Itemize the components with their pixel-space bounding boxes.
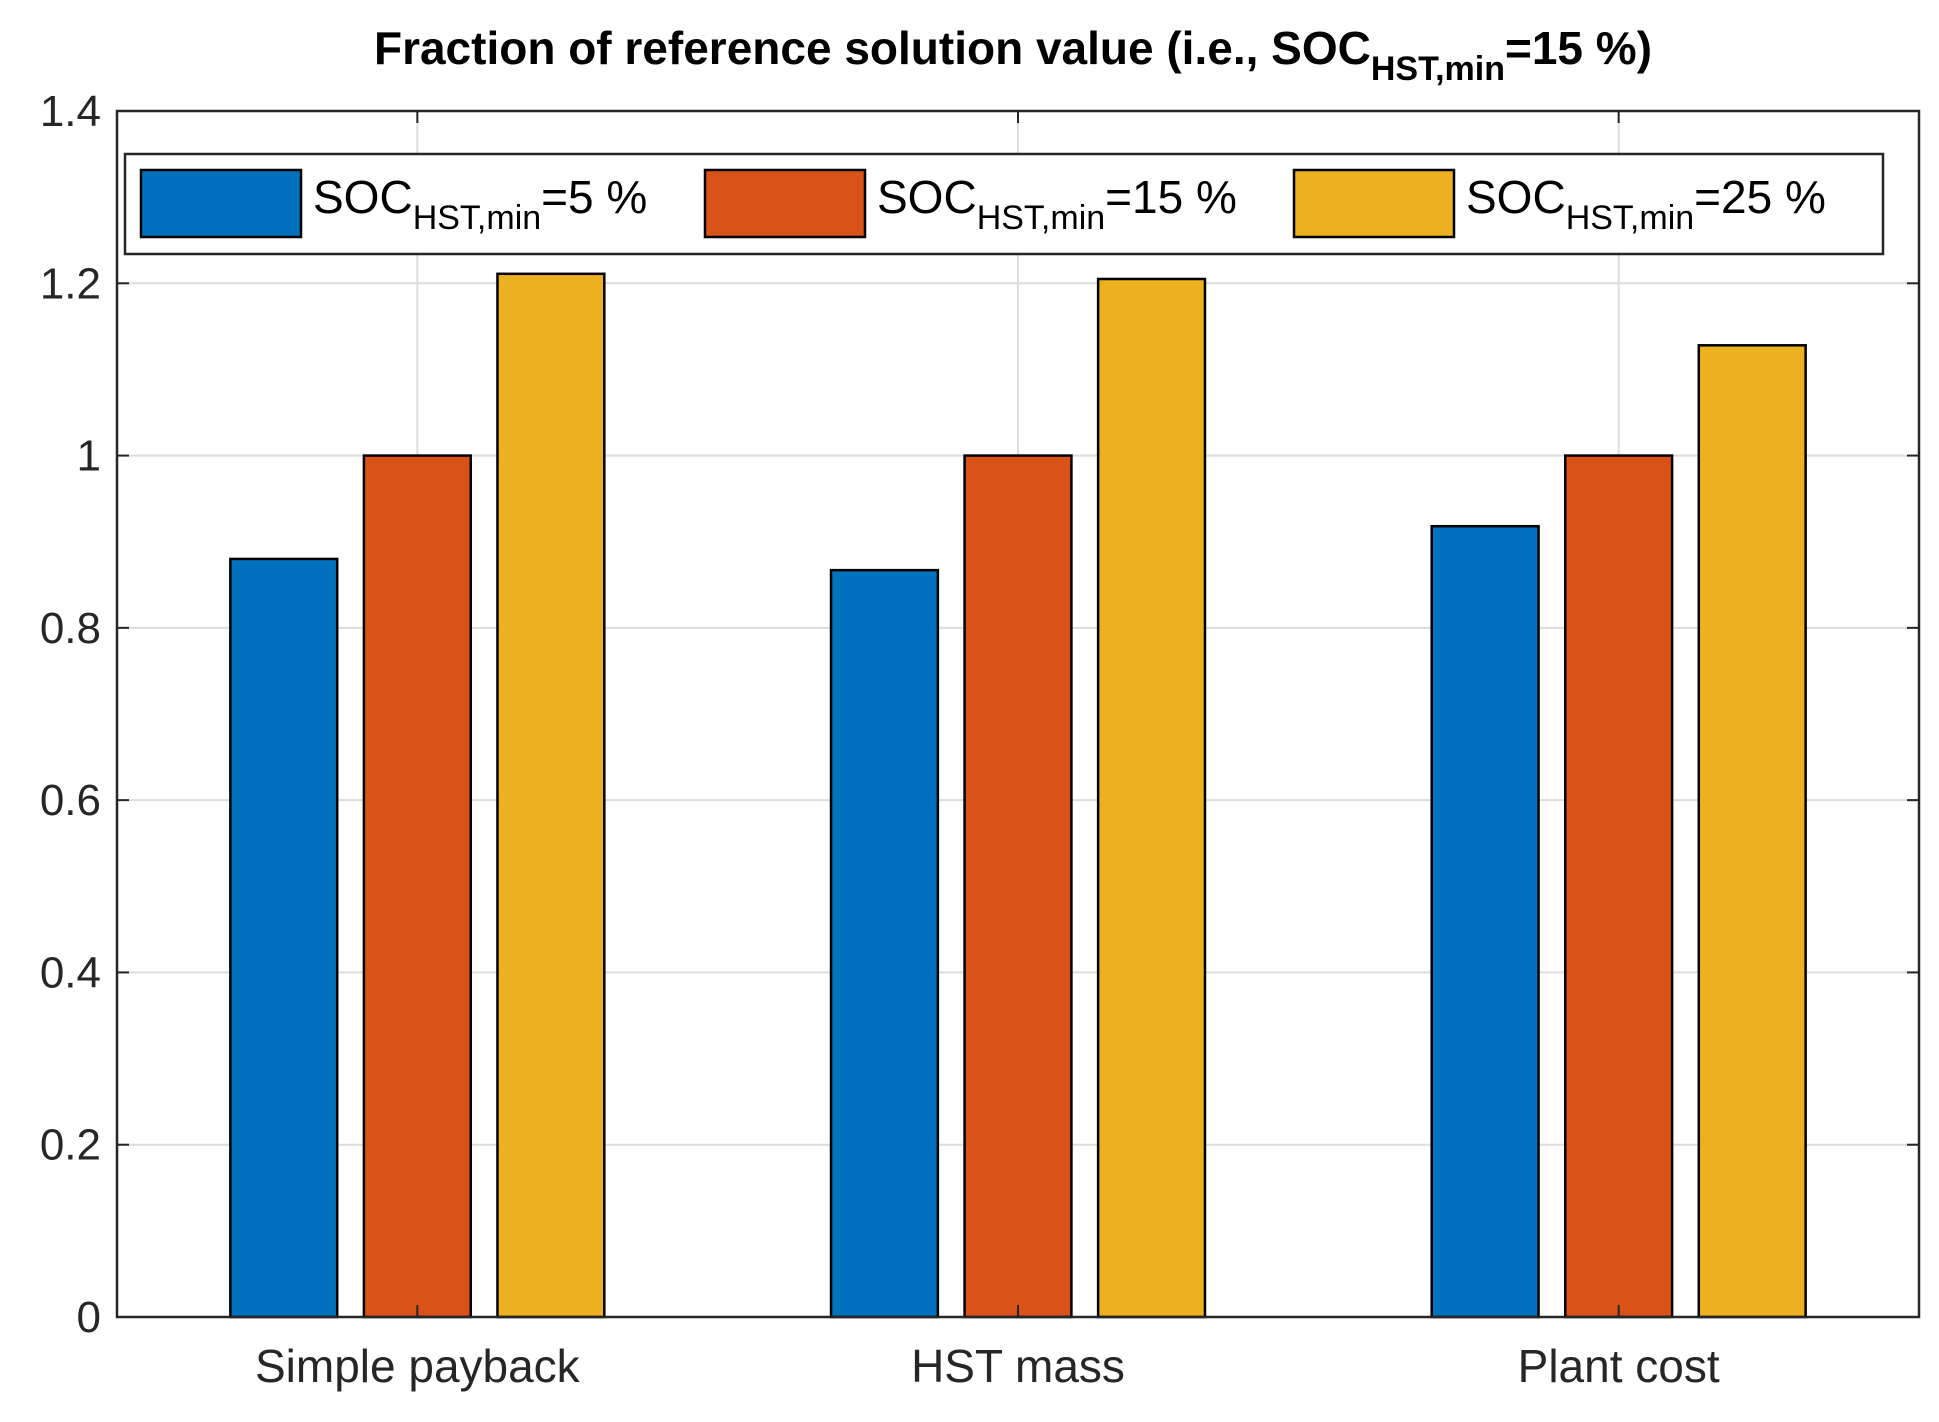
bar-hst-mass-series-1 (963, 454, 1073, 1319)
axis-ticks (117, 110, 1919, 1318)
y-tick-label: 1.4 (40, 87, 101, 136)
y-tick-label: 0.6 (40, 776, 101, 825)
legend-entry-soc-25: SOCHST,min=25 % (1292, 168, 1826, 239)
legend-box (123, 152, 1885, 256)
legend: SOCHST,min=5 % SOCHST,min=15 % SOCHST,mi… (123, 152, 1885, 256)
chart-title: Fraction of reference solution value (i.… (374, 22, 1652, 88)
legend-label-soc-15: SOCHST,min=15 % (877, 171, 1237, 237)
legend-swatch-soc-5 (139, 168, 303, 239)
bar-simple-payback-series-2 (496, 272, 606, 1319)
bar-plant-cost-series-2 (1697, 344, 1807, 1319)
y-axis-tick-labels: 0 0.2 0.4 0.6 0.8 1 1.2 1.4 (40, 87, 101, 1342)
y-tick-label: 0.4 (40, 948, 101, 997)
y-tick-label: 1 (77, 432, 101, 481)
bar-series (229, 272, 1807, 1319)
legend-label-soc-25: SOCHST,min=25 % (1466, 171, 1826, 237)
legend-swatch-soc-25 (1292, 168, 1456, 239)
bar-plant-cost-series-1 (1563, 454, 1674, 1319)
y-tick-label: 0.2 (40, 1121, 101, 1170)
x-axis-category-labels: Simple payback HST mass Plant cost (255, 1340, 1720, 1392)
y-tick-label: 0 (77, 1293, 101, 1342)
x-category-label: Simple payback (255, 1340, 581, 1392)
y-tick-label: 0.8 (40, 604, 101, 653)
legend-entry-soc-15: SOCHST,min=15 % (703, 168, 1237, 239)
y-tick-label: 1.2 (40, 259, 101, 308)
bar-plant-cost-series-0 (1430, 524, 1540, 1319)
bar-hst-mass-series-0 (829, 568, 940, 1319)
x-category-label: HST mass (911, 1340, 1125, 1392)
bar-simple-payback-series-0 (229, 557, 339, 1319)
x-category-label: Plant cost (1518, 1340, 1720, 1392)
legend-swatch-soc-15 (703, 168, 867, 239)
legend-entry-soc-5: SOCHST,min=5 % (139, 168, 647, 239)
legend-label-soc-5: SOCHST,min=5 % (313, 171, 647, 237)
bar-simple-payback-series-1 (362, 454, 473, 1319)
bar-hst-mass-series-2 (1096, 277, 1207, 1319)
